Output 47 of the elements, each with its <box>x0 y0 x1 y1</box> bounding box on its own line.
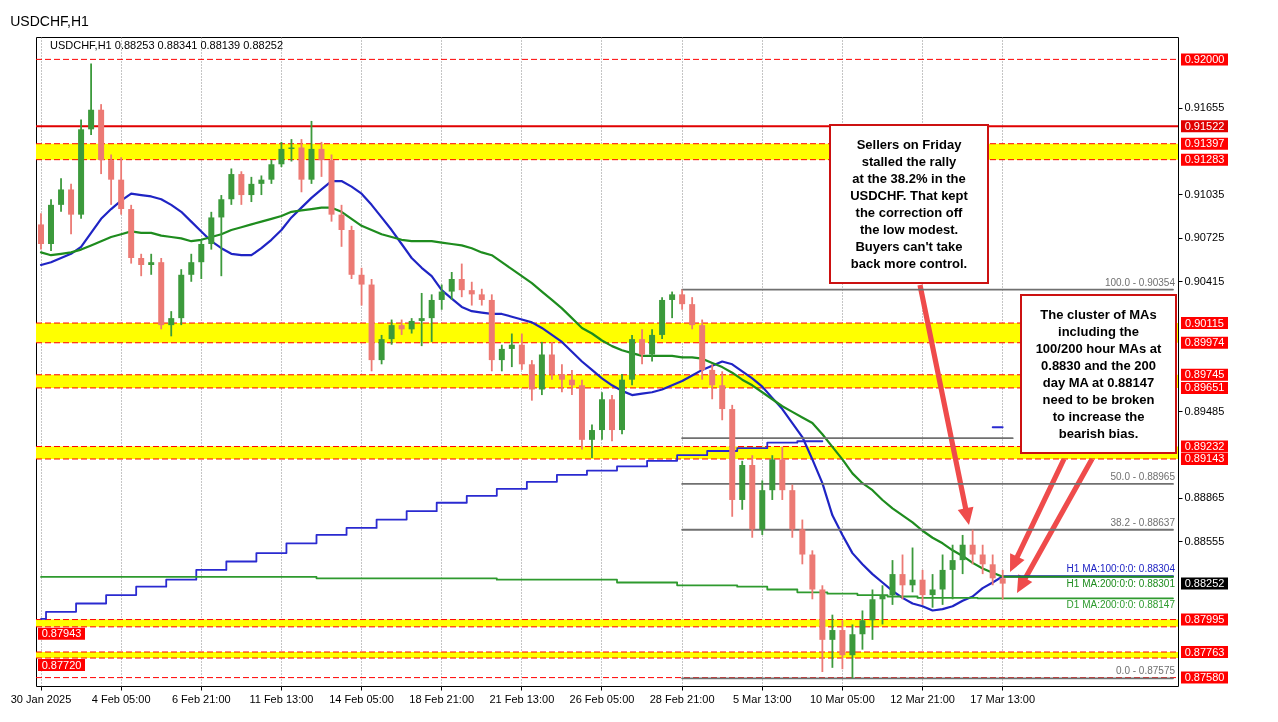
x-tick-label: 30 Jan 2025 <box>10 692 72 705</box>
x-tick-label: 5 Mar 13:00 <box>732 692 792 705</box>
x-tick-label: 21 Feb 13:00 <box>489 692 555 705</box>
ref-line-label: 0.87763 <box>1184 645 1225 658</box>
ref-line-label: 0.87995 <box>1184 613 1225 626</box>
ref-line-label: 0.87720 <box>41 658 82 671</box>
annotation: Sellers on Friday stalled the rally at the 38.2% in the USDCHF. That kept the correction off the low modest. Buyers can't take back more control. <box>850 136 969 271</box>
ref-line-label: 0.91283 <box>1184 153 1225 166</box>
ref-line-label: 0.89143 <box>1184 452 1225 465</box>
y-tick-label: 0.88555 <box>1184 534 1225 547</box>
x-tick-label: 10 Mar 05:00 <box>810 692 875 705</box>
series-label: 38.2 - 0.88637 <box>1110 516 1176 528</box>
text: 0.88252 <box>1184 577 1225 590</box>
ref-line-label: 0.89745 <box>1184 368 1225 381</box>
series-label: D1 MA:200:0:0: 0.88147 <box>1066 599 1176 611</box>
y-tick-label: 0.88865 <box>1184 491 1225 504</box>
ref-line-label: 0.92000 <box>1184 52 1225 65</box>
y-tick-label: 0.91035 <box>1184 187 1225 200</box>
x-tick-label: 4 Feb 05:00 <box>91 692 151 705</box>
ref-line-label: 0.87580 <box>1184 671 1225 684</box>
y-tick-label: 0.89485 <box>1184 404 1225 417</box>
x-tick-label: 14 Feb 05:00 <box>329 692 394 705</box>
series-label: 0.0 - 0.87575 <box>1116 665 1176 677</box>
x-tick-label: 17 Mar 13:00 <box>970 692 1036 705</box>
series-label: H1 MA:100:0:0: 0.88304 <box>1066 563 1176 575</box>
ref-line-label: 0.89651 <box>1184 381 1225 394</box>
ref-line-label: 0.91522 <box>1184 119 1225 132</box>
annotation: The cluster of MAs including the 100/200 hour MAs at 0.8830 and the 200 day MA at 0.88147 need to be broken to increase the bearish bias. <box>1035 306 1163 441</box>
y-tick-label: 0.91655 <box>1184 101 1225 114</box>
ref-line-label: 0.87943 <box>41 627 82 640</box>
y-tick-label: 0.90725 <box>1184 231 1225 244</box>
x-tick-label: 11 Feb 13:00 <box>249 692 314 705</box>
ref-line-label: 0.90115 <box>1185 316 1224 329</box>
x-tick-label: 18 Feb 21:00 <box>409 692 475 705</box>
ref-line-label: 0.89232 <box>1184 440 1225 453</box>
x-tick-label: 26 Feb 05:00 <box>569 692 635 705</box>
series-label: 50.0 - 0.88965 <box>1110 470 1176 482</box>
y-tick-label: 0.90415 <box>1184 274 1225 287</box>
chart-subtitle: USDCHF,H1 0.88253 0.88341 0.88139 0.88252 <box>50 39 284 51</box>
x-tick-label: 12 Mar 21:00 <box>890 692 955 705</box>
ref-line-label: 0.89974 <box>1184 336 1225 349</box>
ref-line-label: 0.91397 <box>1184 137 1225 150</box>
x-tick-label: 6 Feb 21:00 <box>171 692 231 705</box>
series-label: 100.0 - 0.90354 <box>1104 276 1176 288</box>
x-tick-label: 28 Feb 21:00 <box>649 692 715 705</box>
chart-title: USDCHF,H1 <box>10 13 90 29</box>
series-label: H1 MA:200:0:0: 0.88301 <box>1066 577 1176 589</box>
